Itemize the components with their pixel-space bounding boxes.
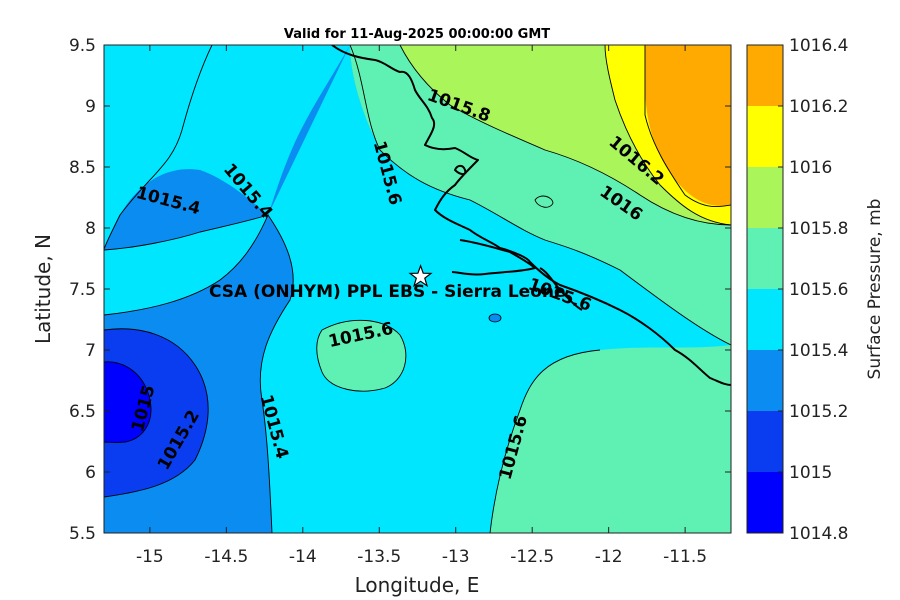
colorbar: 1014.8 1015 1015.2 1015.4 1015.6 1015.8 1016 10… [746,36,848,544]
site-marker-group: CSA (ONHYM) PPL EBS - Sierra Leone [209,264,566,302]
contour-line-1015-8 [399,45,731,226]
x-tick-label: -15 [136,547,164,567]
colorbar-tick-label: 1016 [789,158,832,178]
colorbar-swatch [747,472,783,533]
contour-line-small-green [534,195,554,208]
x-tick-label: -12.5 [510,547,554,567]
y-tick-label: 5.5 [69,524,96,544]
contour-line-1015-0 [104,361,152,443]
y-tick-label: 6.5 [69,402,96,422]
x-axis-label: Longitude, E [355,573,480,597]
coastline [331,45,731,386]
fill-1015-6-island [316,320,406,392]
colorbar-swatch [747,167,783,228]
x-axis-ticks: -15 -14.5 -14 -13.5 -13 -12.5 -12 -11.5 [136,45,707,567]
colorbar-tick-label: 1015.8 [789,219,848,239]
site-star-icon [408,264,433,288]
colorbar-tick-label: 1014.8 [789,524,848,544]
colorbar-swatch [747,411,783,472]
contour-line-1016 [604,45,731,226]
colorbar-tick-label: 1015.6 [789,280,848,300]
colorbar-swatch [747,45,783,106]
contour-line-1015-4-b [104,214,269,316]
x-tick-label: -12 [595,547,623,567]
colorbar-tick-label: 1015 [789,463,832,483]
y-axis-label: Latitude, N [31,234,55,344]
x-tick-label: -13 [442,547,470,567]
contour-lines [104,45,731,533]
x-tick-label: -11.5 [663,547,707,567]
fill-small-spot [488,313,502,323]
chart-title: Valid for 11-Aug-2025 00:00:00 GMT [284,27,550,42]
coastline-detail [539,267,583,311]
y-axis-ticks: 5.5 6 6.5 7 7.5 8 8.5 9 9.5 [69,36,731,544]
site-label: CSA (ONHYM) PPL EBS - Sierra Leone [209,282,566,302]
contour-line-1016-2 [644,45,731,208]
colorbar-swatch [747,350,783,411]
coastline-path [331,45,731,386]
colorbar-swatch [747,289,783,350]
contour-line-1015-4-a [104,45,213,251]
x-tick-label: -13.5 [357,547,401,567]
y-tick-label: 8 [85,219,96,239]
contour-line-1015-4-c [259,214,294,533]
y-tick-label: 7 [85,341,96,361]
x-tick-label: -14 [289,547,317,567]
y-tick-label: 9.5 [69,36,96,56]
fill-1014-8 [104,361,151,443]
colorbar-swatch [747,228,783,289]
coastline-peninsula [451,239,536,276]
y-tick-label: 8.5 [69,158,96,178]
colorbar-tick-label: 1015.2 [789,402,848,422]
colorbar-label: Surface Pressure, mb [865,199,885,380]
y-tick-label: 7.5 [69,280,96,300]
contour-line-1015-2 [104,328,209,498]
coastline-bay [454,164,467,176]
colorbar-tick-label: 1016.2 [789,97,848,117]
colorbar-tick-label: 1015.4 [789,341,848,361]
colorbar-swatch [747,106,783,167]
contour-line-1015-6-island [316,319,407,392]
fill-1015-4-left [104,215,268,315]
y-tick-label: 9 [85,97,96,117]
contour-line-1015-6-b [489,349,601,533]
colorbar-tick-label: 1016.4 [789,36,848,56]
contour-line-1015-6-a [349,45,731,346]
contour-fills [104,45,731,533]
y-tick-label: 6 [85,463,96,483]
x-tick-label: -14.5 [204,547,248,567]
fill-1015-6-lower [490,345,731,533]
